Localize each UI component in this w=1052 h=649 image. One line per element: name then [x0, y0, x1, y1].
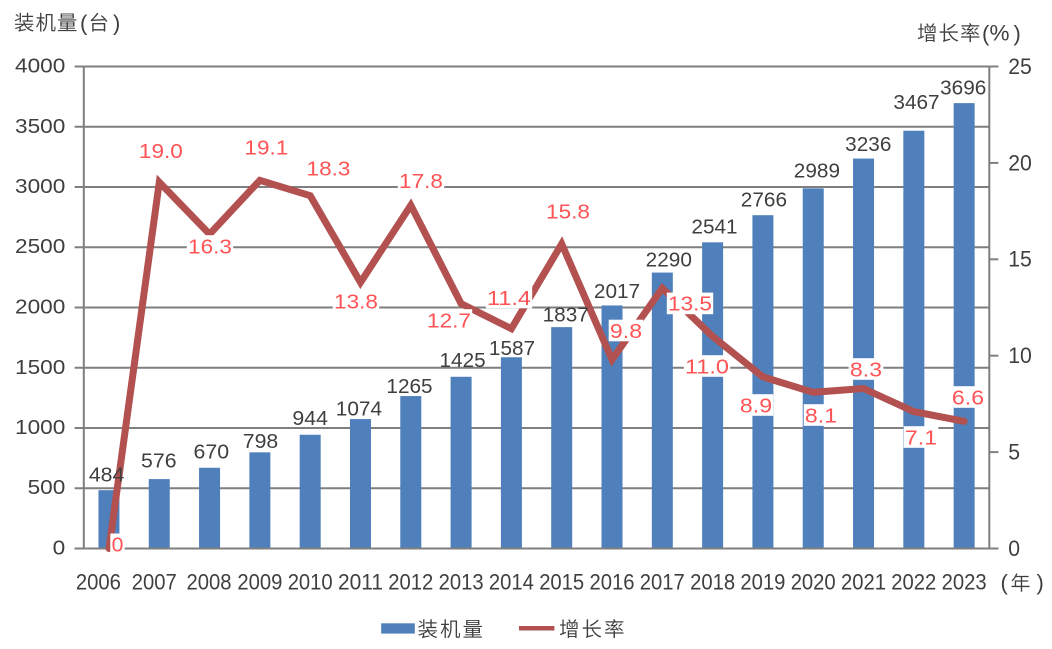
svg-text:8.1: 8.1: [805, 404, 837, 427]
svg-text:6.6: 6.6: [952, 386, 984, 409]
svg-text:2010: 2010: [288, 570, 333, 595]
svg-text:2019: 2019: [740, 570, 785, 595]
svg-text:15: 15: [1008, 247, 1032, 272]
svg-text:): ): [1037, 570, 1044, 595]
svg-text:798: 798: [243, 431, 279, 453]
svg-text:20: 20: [1008, 150, 1032, 175]
svg-text:2017: 2017: [594, 281, 640, 303]
svg-text:1425: 1425: [440, 350, 486, 372]
svg-text:19.1: 19.1: [244, 137, 288, 160]
svg-text:2022: 2022: [891, 570, 936, 595]
svg-text:2500: 2500: [15, 235, 65, 258]
svg-text:670: 670: [194, 442, 230, 464]
svg-text:3696: 3696: [940, 77, 986, 99]
svg-text:17.8: 17.8: [399, 170, 443, 193]
svg-text:5: 5: [1008, 440, 1020, 465]
svg-text:3236: 3236: [845, 134, 891, 156]
svg-text:2541: 2541: [691, 217, 737, 239]
svg-text:3467: 3467: [893, 92, 939, 114]
svg-text:2018: 2018: [690, 570, 735, 595]
svg-text:484: 484: [89, 464, 125, 486]
svg-text:13.5: 13.5: [668, 293, 712, 316]
svg-text:11.0: 11.0: [685, 355, 729, 378]
svg-text:2015: 2015: [539, 570, 584, 595]
svg-text:0: 0: [53, 537, 66, 560]
svg-text:10: 10: [1008, 343, 1032, 368]
svg-text:2021: 2021: [841, 570, 886, 595]
svg-text:944: 944: [292, 408, 328, 430]
svg-text:(: (: [982, 21, 990, 46]
svg-text:2290: 2290: [646, 250, 692, 272]
svg-text:2011: 2011: [338, 570, 383, 595]
svg-text:): ): [1014, 21, 1021, 46]
svg-text:8.3: 8.3: [850, 358, 882, 381]
svg-text:1500: 1500: [15, 356, 65, 379]
svg-text:): ): [113, 11, 120, 36]
svg-text:11.4: 11.4: [487, 287, 531, 310]
svg-text:2013: 2013: [439, 570, 484, 595]
svg-text:16.3: 16.3: [188, 235, 232, 258]
svg-text:2023: 2023: [942, 570, 987, 595]
svg-text:500: 500: [28, 476, 66, 499]
svg-text:1587: 1587: [489, 338, 535, 360]
svg-text:9.8: 9.8: [610, 320, 642, 343]
svg-text:3500: 3500: [15, 115, 65, 138]
svg-text:3000: 3000: [15, 175, 65, 198]
svg-text:2012: 2012: [388, 570, 433, 595]
svg-text:2016: 2016: [590, 570, 635, 595]
svg-text:8.9: 8.9: [740, 394, 772, 417]
svg-text:1265: 1265: [386, 376, 432, 398]
svg-text:2766: 2766: [741, 190, 787, 212]
svg-text:576: 576: [141, 450, 177, 472]
svg-text:2989: 2989: [794, 160, 840, 182]
svg-text:1837: 1837: [543, 304, 589, 326]
svg-text:2000: 2000: [15, 296, 65, 319]
svg-text:2006: 2006: [76, 570, 121, 595]
svg-text:1000: 1000: [15, 416, 65, 439]
svg-text:25: 25: [1008, 54, 1032, 79]
svg-text:2020: 2020: [791, 570, 836, 595]
svg-text:2007: 2007: [132, 570, 177, 595]
svg-text:18.3: 18.3: [307, 157, 351, 180]
svg-text:19.0: 19.0: [139, 140, 183, 163]
svg-text:2017: 2017: [640, 570, 685, 595]
svg-text:4000: 4000: [15, 55, 65, 78]
svg-text:2014: 2014: [489, 570, 534, 595]
svg-text:12.7: 12.7: [427, 309, 471, 332]
svg-text:1074: 1074: [336, 399, 382, 421]
svg-text:(: (: [1001, 570, 1009, 595]
svg-text:%: %: [990, 21, 1010, 46]
svg-text:15.8: 15.8: [546, 200, 590, 223]
svg-text:2009: 2009: [237, 570, 282, 595]
svg-text:2008: 2008: [187, 570, 232, 595]
svg-text:7.1: 7.1: [905, 426, 937, 449]
svg-text:0: 0: [1008, 536, 1020, 561]
svg-text:13.8: 13.8: [334, 290, 378, 313]
svg-text:(: (: [80, 11, 88, 36]
svg-text:0: 0: [112, 534, 124, 557]
